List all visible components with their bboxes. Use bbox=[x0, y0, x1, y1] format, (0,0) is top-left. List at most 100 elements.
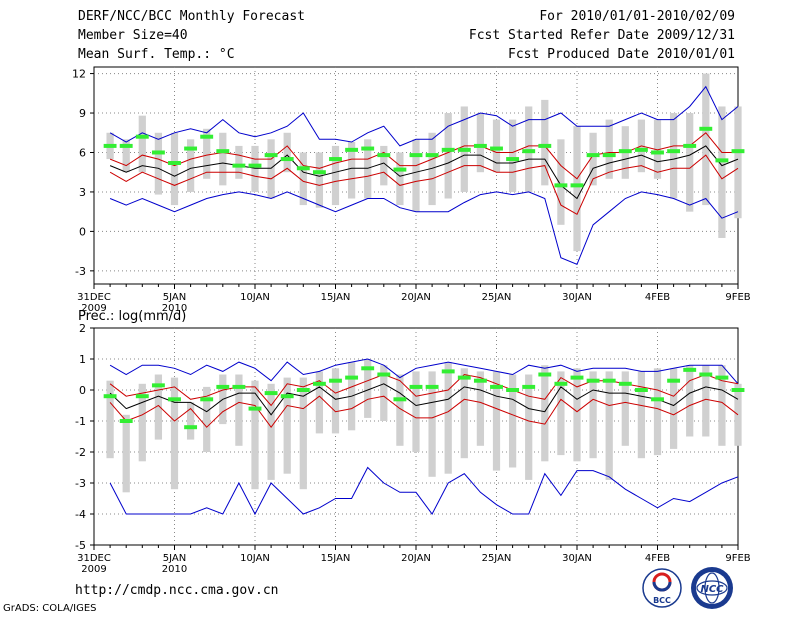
prec-median-marker bbox=[232, 384, 246, 389]
prec-median-marker bbox=[151, 383, 165, 388]
prec-spread-box bbox=[460, 368, 468, 459]
member-size: Member Size=40 bbox=[78, 28, 188, 43]
prec-spread-box bbox=[702, 365, 710, 437]
prec-median-marker bbox=[490, 384, 503, 389]
temp-median-marker bbox=[103, 143, 117, 148]
temp-median-marker bbox=[425, 153, 439, 158]
temp-spread-box bbox=[605, 119, 613, 179]
temp-spread-box bbox=[315, 152, 324, 208]
temp-median-marker bbox=[232, 163, 246, 168]
temp-median-marker bbox=[586, 153, 600, 158]
prec-median-marker bbox=[506, 388, 520, 392]
temp-spread-box bbox=[589, 132, 597, 186]
prec-median-marker bbox=[329, 378, 342, 383]
prec-xtick-label: 5JAN bbox=[163, 553, 186, 564]
prec-median-marker bbox=[473, 378, 487, 383]
temp-envelope-min-line bbox=[109, 85, 739, 147]
prec-xtick-label: 10JAN bbox=[240, 553, 270, 564]
temp-xtick-label: 20JAN bbox=[401, 292, 431, 303]
prec-median-marker bbox=[377, 372, 391, 377]
temp-xtick-label: 10JAN bbox=[240, 292, 270, 303]
prec-median-marker bbox=[651, 397, 664, 402]
prec-median-marker bbox=[667, 378, 681, 383]
temp-median-marker bbox=[506, 157, 520, 162]
temp-spread-box bbox=[702, 73, 710, 206]
temp-ytick-label: -3 bbox=[75, 265, 86, 278]
temp-spread-box bbox=[347, 141, 356, 199]
temp-median-marker bbox=[296, 166, 310, 171]
prec-spread-box bbox=[315, 371, 324, 434]
prec-spread-box bbox=[589, 371, 597, 459]
prec-spread-box bbox=[267, 383, 275, 480]
prec-ytick-label: 0 bbox=[79, 384, 86, 397]
temp-median-marker bbox=[618, 149, 632, 154]
temp-median-marker bbox=[473, 143, 487, 148]
prec-spread-box bbox=[428, 371, 436, 477]
prec-median-marker bbox=[699, 372, 713, 377]
prec-xtick-label: 31DEC bbox=[77, 553, 111, 564]
temp-spread-box bbox=[734, 106, 742, 219]
prec-spread-box bbox=[653, 368, 662, 456]
temp-spread-box bbox=[492, 119, 501, 173]
temp-median-marker bbox=[151, 150, 165, 155]
temp-median-marker bbox=[168, 161, 181, 166]
prec-ytick-label: 2 bbox=[79, 322, 86, 335]
temp-spread-box bbox=[331, 145, 340, 206]
temp-xtick-label: 30JAN bbox=[562, 292, 592, 303]
prec-ytick-label: -3 bbox=[75, 477, 86, 490]
prec-median-marker bbox=[522, 384, 536, 389]
prec-lower-spread-line bbox=[109, 395, 739, 429]
forecast-period: For 2010/01/01-2010/02/09 bbox=[539, 9, 735, 24]
prec-spread-box bbox=[299, 377, 307, 490]
temp-xtick-label: 4FEB bbox=[645, 292, 670, 303]
prec-median-marker bbox=[184, 425, 198, 430]
temp-ytick-label: 12 bbox=[72, 68, 86, 81]
temp-spread-box bbox=[718, 106, 726, 238]
temp-spread-box bbox=[219, 132, 227, 186]
temp-xtick-label: 5JAN bbox=[163, 292, 186, 303]
temp-median-marker bbox=[312, 170, 326, 175]
temp-xtick-label: 9FEB bbox=[725, 292, 750, 303]
prec-xtick-label: 4FEB bbox=[645, 553, 670, 564]
temp-median-marker bbox=[570, 183, 584, 188]
temp-median-marker bbox=[634, 147, 648, 152]
prec-spread-box bbox=[686, 365, 694, 437]
temp-upper-spread-line bbox=[109, 132, 738, 180]
prec-year-label: 2009 bbox=[81, 564, 106, 575]
prec-median-marker bbox=[345, 375, 359, 380]
temp-spread-box bbox=[138, 115, 146, 173]
prec-spread-box bbox=[203, 386, 211, 452]
temp-spread-box bbox=[380, 145, 388, 186]
temp-spread-box bbox=[412, 139, 420, 212]
temp-median-marker bbox=[715, 158, 729, 163]
source-url[interactable]: http://cmdp.ncc.cma.gov.cn bbox=[75, 583, 279, 598]
prec-median-marker bbox=[280, 394, 294, 399]
prec-spread-box bbox=[138, 383, 146, 462]
temp-spread-box bbox=[653, 119, 662, 179]
ncc-logo-text: NCC bbox=[700, 584, 724, 595]
forecast-started-date: Fcst Started Refer Date 2009/12/31 bbox=[468, 28, 735, 43]
prec-ytick-label: 1 bbox=[79, 353, 86, 366]
temp-median-marker bbox=[119, 143, 133, 148]
prec-spread-box bbox=[106, 380, 114, 459]
temp-spread-box bbox=[508, 119, 517, 192]
prec-median-marker bbox=[683, 367, 697, 372]
temp-ytick-label: 6 bbox=[79, 146, 86, 159]
prec-spread-box bbox=[251, 380, 259, 490]
temp-median-marker bbox=[216, 149, 230, 154]
prec-spread-box bbox=[718, 365, 726, 446]
prec-median-marker bbox=[570, 375, 584, 380]
prec-median-marker bbox=[168, 397, 181, 402]
temp-median-marker bbox=[699, 126, 713, 131]
temp-median-marker bbox=[538, 143, 552, 148]
temp-median-marker bbox=[280, 157, 294, 162]
prec-spread-box bbox=[525, 374, 533, 480]
temp-spread-box bbox=[203, 128, 211, 179]
prec-ytick-label: -4 bbox=[75, 508, 86, 521]
temp-spread-box bbox=[557, 139, 565, 225]
prec-xtick-label: 9FEB bbox=[725, 553, 750, 564]
temp-median-marker bbox=[602, 153, 616, 158]
prec-median-marker bbox=[264, 391, 278, 396]
prec-spread-box bbox=[557, 371, 565, 456]
variable-label: Mean Surf. Temp.: °C bbox=[78, 47, 235, 62]
